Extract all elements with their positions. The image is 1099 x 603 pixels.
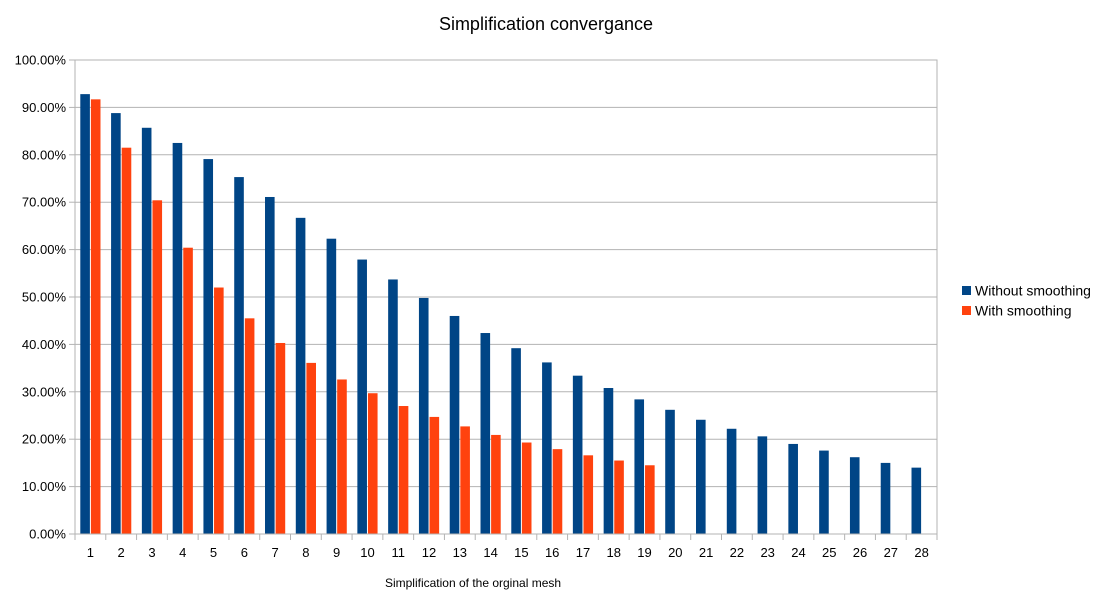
- bar-with-smoothing: [306, 362, 316, 534]
- x-tick-label: 3: [148, 545, 155, 560]
- bar-without-smoothing: [480, 333, 491, 534]
- bar-without-smoothing: [880, 462, 891, 534]
- x-tick-label: 26: [853, 545, 867, 560]
- bar-with-smoothing: [460, 426, 470, 534]
- bar-without-smoothing: [295, 217, 306, 535]
- bar-with-smoothing: [152, 200, 163, 534]
- y-axis-tick-labels: 0.00% 10.00% 20.00% 30.00% 40.00% 50.00% 60.00…: [15, 53, 67, 542]
- x-tick-label: 19: [637, 545, 651, 560]
- x-tick-label: 7: [271, 545, 278, 560]
- x-tick-label: 9: [333, 545, 340, 560]
- x-tick-label: 24: [791, 545, 805, 560]
- bar-without-smoothing: [757, 436, 768, 534]
- bar-without-smoothing: [665, 409, 675, 534]
- bar-with-smoothing: [645, 465, 655, 534]
- legend-label: With smoothing: [975, 303, 1071, 319]
- bar-without-smoothing: [111, 113, 121, 534]
- bar-without-smoothing: [911, 467, 922, 534]
- x-tick-label: 5: [210, 545, 217, 560]
- bar-without-smoothing: [357, 259, 367, 534]
- bar-with-smoothing: [367, 393, 378, 534]
- bar-without-smoothing: [418, 297, 429, 534]
- bar-with-smoothing: [429, 416, 440, 534]
- x-tick-label: 25: [822, 545, 836, 560]
- bars-group: [80, 94, 922, 535]
- y-tick-label: 10.00%: [22, 479, 67, 494]
- bar-without-smoothing: [819, 450, 829, 534]
- legend-swatch: [962, 306, 971, 315]
- x-axis-label: Simplification of the orginal mesh: [385, 576, 561, 590]
- bar-without-smoothing: [511, 348, 521, 534]
- y-tick-label: 40.00%: [22, 337, 67, 352]
- x-tick-label: 1: [87, 545, 94, 560]
- x-tick-label: 2: [118, 545, 125, 560]
- bar-with-smoothing: [583, 455, 594, 534]
- bar-without-smoothing: [388, 279, 398, 534]
- bar-without-smoothing: [603, 388, 614, 534]
- x-axis-tick-labels: 1 2 3 4 5 6 7 8 9 10 11 12 13 14 15 16 17 18 19 20 21 22 23 24 2…: [87, 545, 929, 560]
- x-tick-label: 17: [576, 545, 590, 560]
- bar-without-smoothing: [80, 94, 90, 535]
- bar-with-smoothing: [521, 442, 532, 534]
- x-tick-label: 10: [360, 545, 374, 560]
- bar-without-smoothing: [265, 196, 275, 534]
- y-tick-label: 50.00%: [22, 290, 67, 305]
- bar-without-smoothing: [141, 127, 152, 535]
- y-tick-label: 30.00%: [22, 384, 67, 399]
- bar-with-smoothing: [398, 406, 409, 534]
- bar-without-smoothing: [203, 159, 214, 535]
- bar-with-smoothing: [121, 147, 132, 534]
- bar-without-smoothing: [542, 362, 552, 534]
- bar-without-smoothing: [634, 399, 645, 534]
- x-tick-label: 23: [760, 545, 774, 560]
- x-tick-label: 14: [483, 545, 497, 560]
- x-tick-label: 21: [699, 545, 713, 560]
- legend-label: Without smoothing: [975, 283, 1091, 299]
- y-tick-label: 0.00%: [29, 527, 66, 542]
- x-tick-label: 12: [422, 545, 436, 560]
- bar-with-smoothing: [90, 99, 101, 534]
- bar-with-smoothing: [491, 434, 501, 534]
- grid-lines: [69, 59, 937, 535]
- axes: [74, 59, 938, 540]
- x-tick-label: 16: [545, 545, 559, 560]
- x-tick-label: 11: [392, 545, 406, 560]
- bar-without-smoothing: [449, 315, 460, 534]
- bar-with-smoothing: [214, 287, 224, 534]
- y-tick-label: 100.00%: [15, 53, 67, 68]
- bar-without-smoothing: [788, 443, 798, 534]
- bar-without-smoothing: [572, 375, 583, 534]
- y-tick-label: 60.00%: [22, 242, 67, 257]
- x-tick-label: 28: [914, 545, 928, 560]
- bar-with-smoothing: [614, 460, 624, 534]
- x-tick-label: 18: [607, 545, 621, 560]
- y-tick-label: 20.00%: [22, 432, 67, 447]
- y-tick-label: 70.00%: [22, 195, 67, 210]
- chart-title: Simplification convergance: [439, 14, 653, 34]
- x-tick-label: 15: [514, 545, 528, 560]
- x-tick-label: 4: [179, 545, 186, 560]
- x-tick-label: 27: [884, 545, 898, 560]
- x-tick-label: 20: [668, 545, 682, 560]
- bar-without-smoothing: [172, 142, 183, 534]
- x-tick-label: 8: [302, 545, 309, 560]
- x-tick-label: 22: [730, 545, 744, 560]
- x-tick-label: 6: [241, 545, 248, 560]
- bar-with-smoothing: [552, 449, 563, 534]
- bar-without-smoothing: [234, 177, 244, 534]
- bar-with-smoothing: [183, 247, 193, 535]
- legend-swatch: [962, 286, 971, 295]
- bar-without-smoothing: [726, 428, 737, 534]
- legend: Without smoothing With smoothing: [962, 283, 1091, 319]
- bar-without-smoothing: [326, 238, 337, 534]
- bar-with-smoothing: [244, 318, 255, 534]
- y-tick-label: 90.00%: [22, 100, 67, 115]
- x-tick-label: 13: [453, 545, 467, 560]
- bar-without-smoothing: [696, 419, 706, 534]
- bar-with-smoothing: [337, 379, 347, 534]
- y-tick-label: 80.00%: [22, 147, 67, 162]
- bar-with-smoothing: [275, 342, 286, 534]
- bar-without-smoothing: [849, 457, 860, 534]
